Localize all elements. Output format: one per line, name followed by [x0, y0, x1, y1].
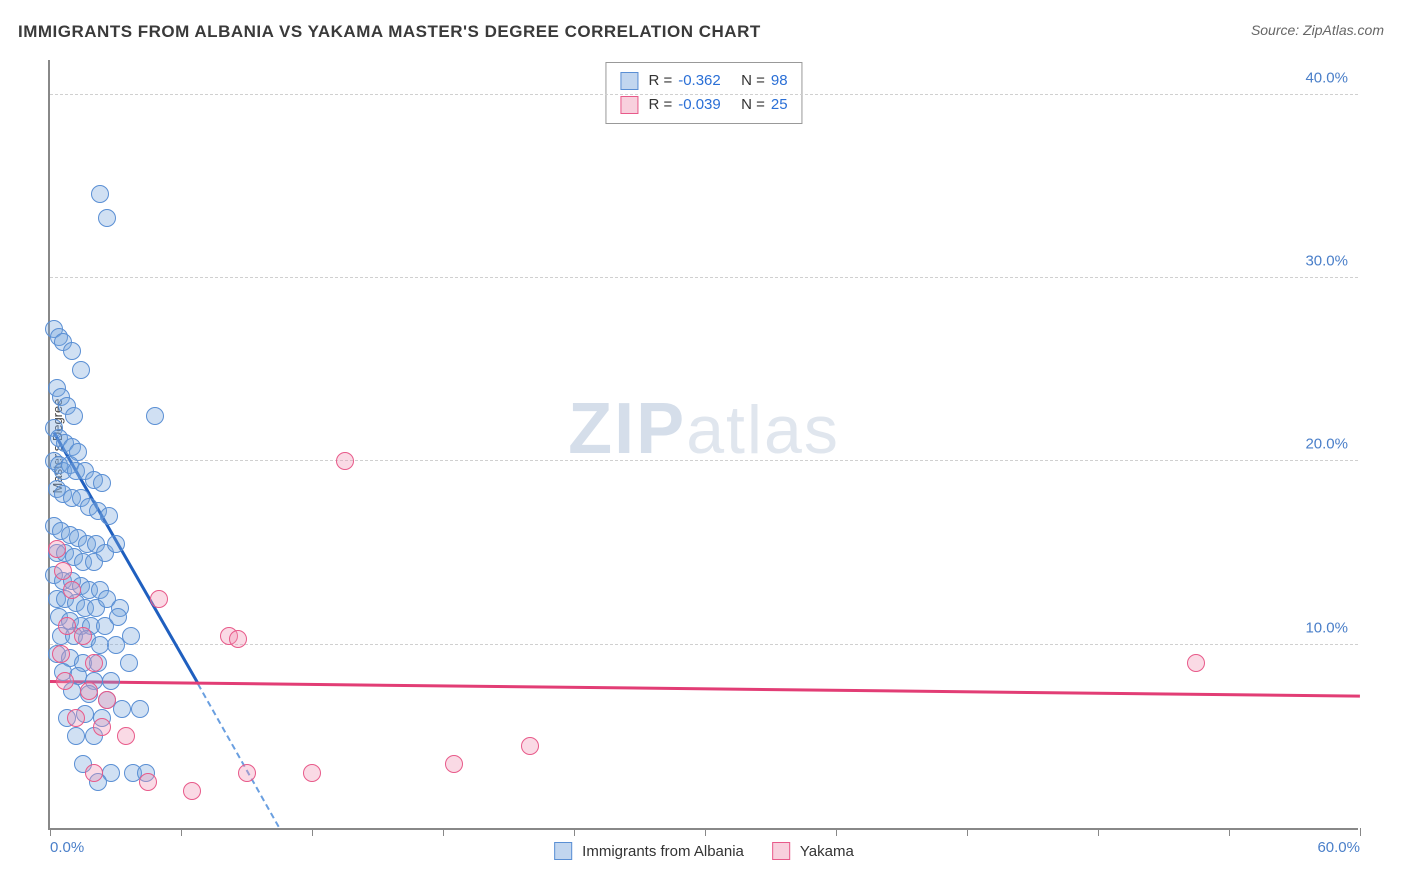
x-tick-label: 0.0% [50, 839, 84, 856]
data-point [1187, 654, 1205, 672]
data-point [445, 755, 463, 773]
y-tick-label: 30.0% [1305, 253, 1348, 270]
watermark: ZIPatlas [568, 388, 840, 470]
data-point [67, 727, 85, 745]
source-label: Source: ZipAtlas.com [1251, 22, 1384, 38]
data-point [93, 718, 111, 736]
data-point [93, 474, 111, 492]
legend-item-albania: Immigrants from Albania [554, 842, 744, 860]
data-point [72, 361, 90, 379]
legend-row-albania: R = -0.362 N = 98 [620, 69, 787, 93]
data-point [65, 407, 83, 425]
data-point [109, 608, 127, 626]
data-point [63, 342, 81, 360]
x-tick [312, 828, 313, 836]
data-point [336, 452, 354, 470]
data-point [52, 645, 70, 663]
x-tick [574, 828, 575, 836]
x-tick [705, 828, 706, 836]
series-legend: Immigrants from Albania Yakama [554, 842, 854, 860]
chart-title: IMMIGRANTS FROM ALBANIA VS YAKAMA MASTER… [18, 22, 761, 42]
data-point [146, 407, 164, 425]
y-tick-label: 10.0% [1305, 619, 1348, 636]
scatter-plot: ZIPatlas R = -0.362 N = 98 R = -0.039 N … [48, 60, 1358, 830]
x-tick [1098, 828, 1099, 836]
x-tick [1360, 828, 1361, 836]
x-tick [443, 828, 444, 836]
data-point [150, 590, 168, 608]
swatch-yakama [620, 96, 638, 114]
data-point [98, 209, 116, 227]
data-point [54, 562, 72, 580]
data-point [183, 782, 201, 800]
data-point [303, 764, 321, 782]
data-point [117, 727, 135, 745]
data-point [100, 507, 118, 525]
data-point [74, 627, 92, 645]
x-tick [836, 828, 837, 836]
data-point [80, 682, 98, 700]
x-tick [1229, 828, 1230, 836]
swatch-albania [554, 842, 572, 860]
gridline [50, 460, 1358, 461]
gridline [50, 644, 1358, 645]
data-point [139, 773, 157, 791]
y-tick-label: 20.0% [1305, 436, 1348, 453]
data-point [56, 672, 74, 690]
data-point [238, 764, 256, 782]
data-point [98, 691, 116, 709]
trend-line [198, 684, 281, 828]
data-point [113, 700, 131, 718]
data-point [63, 581, 81, 599]
y-tick-label: 40.0% [1305, 69, 1348, 86]
data-point [91, 185, 109, 203]
gridline [50, 277, 1358, 278]
gridline [50, 94, 1358, 95]
x-tick-label: 60.0% [1317, 839, 1360, 856]
data-point [48, 540, 66, 558]
legend-row-yakama: R = -0.039 N = 25 [620, 93, 787, 117]
x-tick [50, 828, 51, 836]
trend-line [50, 680, 1360, 698]
data-point [107, 535, 125, 553]
data-point [102, 672, 120, 690]
swatch-yakama [772, 842, 790, 860]
x-tick [181, 828, 182, 836]
swatch-albania [620, 72, 638, 90]
data-point [229, 630, 247, 648]
data-point [120, 654, 138, 672]
legend-item-yakama: Yakama [772, 842, 854, 860]
data-point [131, 700, 149, 718]
data-point [85, 654, 103, 672]
x-tick [967, 828, 968, 836]
data-point [521, 737, 539, 755]
data-point [67, 709, 85, 727]
data-point [85, 764, 103, 782]
data-point [122, 627, 140, 645]
